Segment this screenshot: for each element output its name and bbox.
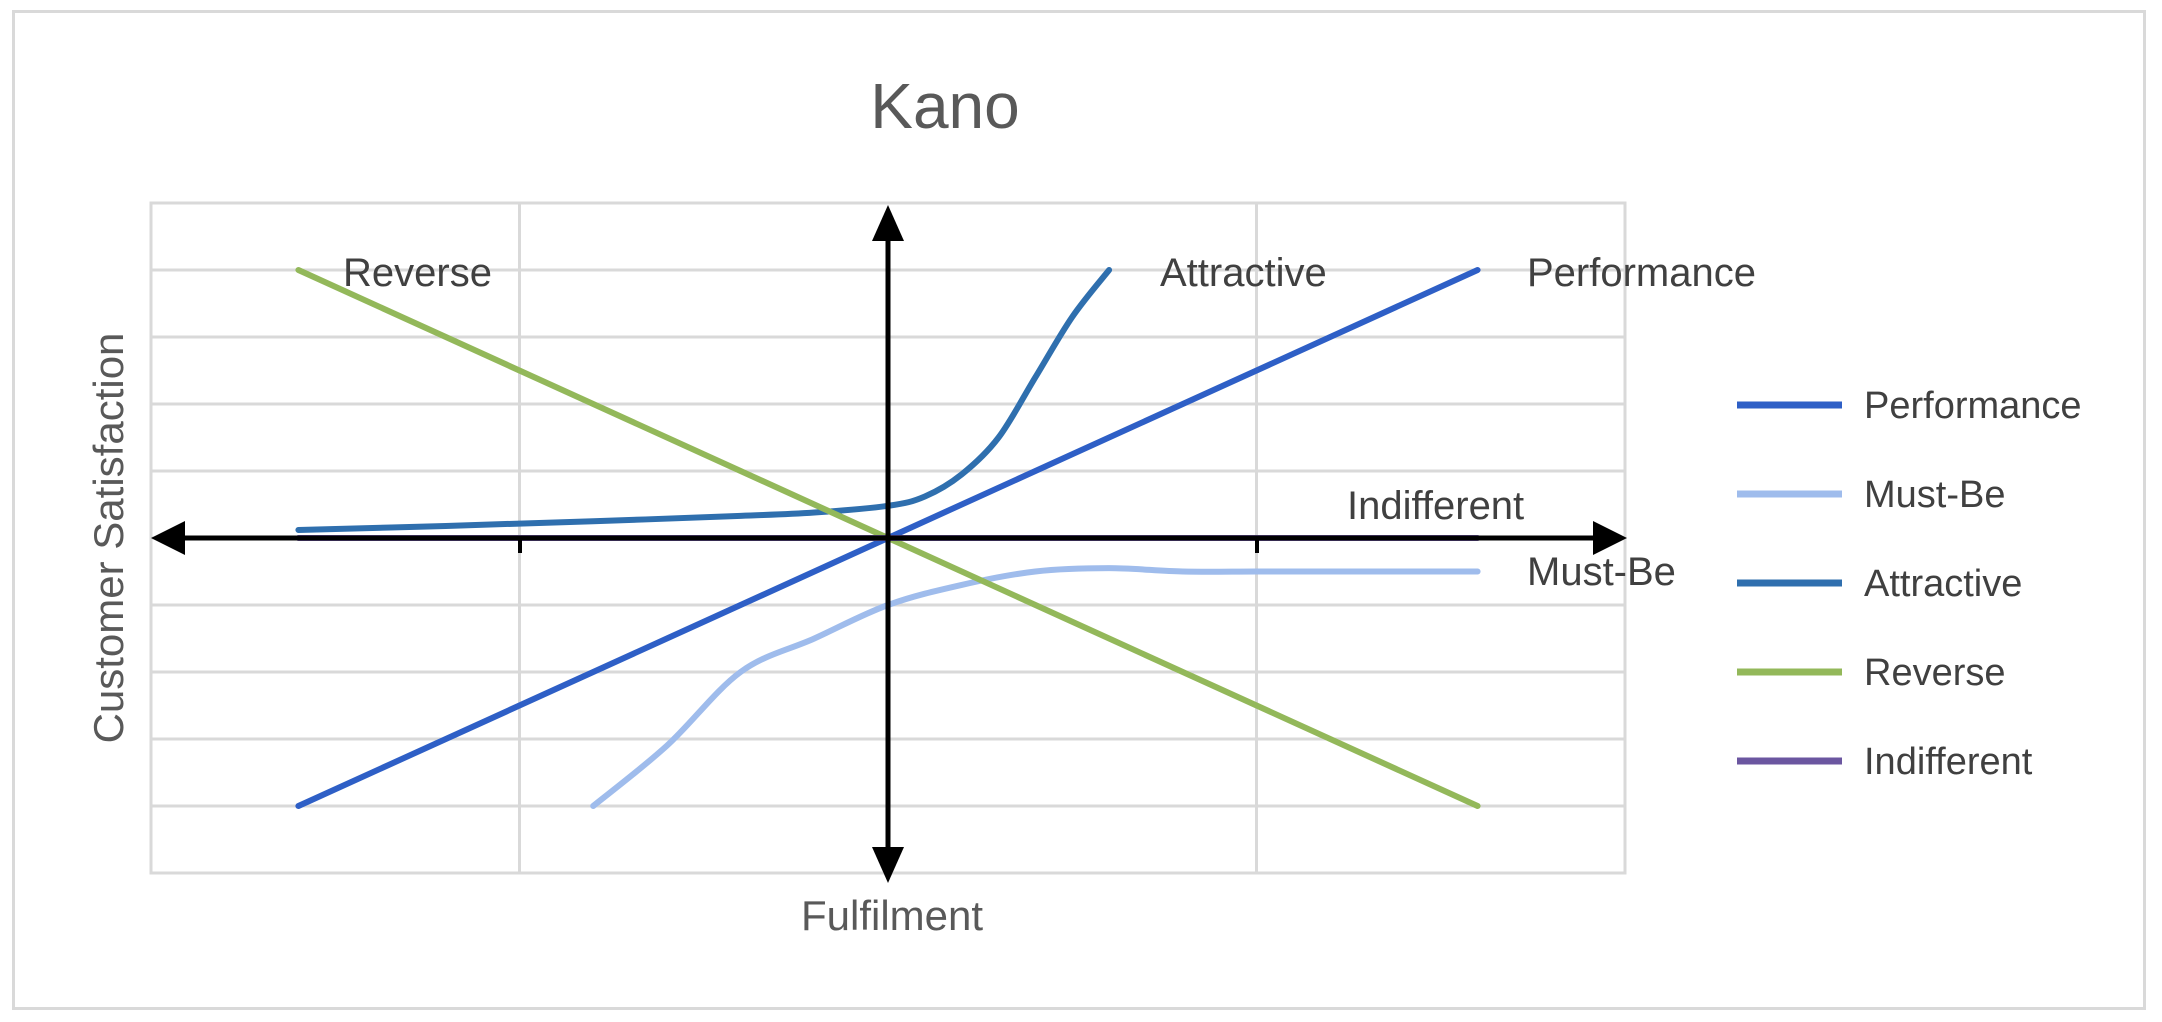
legend-label-must-be: Must-Be (1864, 474, 2005, 516)
series-line-attractive (295, 267, 1113, 533)
curve-label-attractive: Attractive (1160, 251, 1327, 295)
y-axis-title: Customer Satisfaction (85, 333, 132, 744)
legend-label-attractive: Attractive (1864, 563, 2022, 605)
kano-chart: Kano Fulfilment Customer Satisfaction Re… (85, 70, 2082, 939)
curve-labels: Reverse Attractive Performance Indiffere… (343, 251, 1756, 594)
curve-label-performance: Performance (1527, 251, 1756, 295)
legend-label-indifferent: Indifferent (1864, 741, 2033, 783)
legend-label-performance: Performance (1864, 385, 2082, 427)
legend-label-reverse: Reverse (1864, 652, 2006, 694)
legend: Performance Must-Be Attractive Reverse Indif… (1737, 385, 2082, 783)
curve-label-indifferent: Indifferent (1347, 484, 1524, 528)
axes (151, 205, 1627, 883)
curve-label-must-be: Must-Be (1527, 550, 1676, 594)
x-axis-right-arrow (1593, 521, 1627, 555)
curve-label-reverse: Reverse (343, 251, 492, 295)
chart-title: Kano (870, 70, 1019, 142)
y-axis-top-arrow (872, 205, 904, 241)
series-line-must-be (590, 565, 1481, 809)
y-axis-bottom-arrow (872, 847, 904, 883)
x-axis-left-arrow (151, 521, 185, 555)
x-axis-title: Fulfilment (801, 892, 983, 939)
chart-frame: Kano Fulfilment Customer Satisfaction Re… (12, 10, 2146, 1010)
